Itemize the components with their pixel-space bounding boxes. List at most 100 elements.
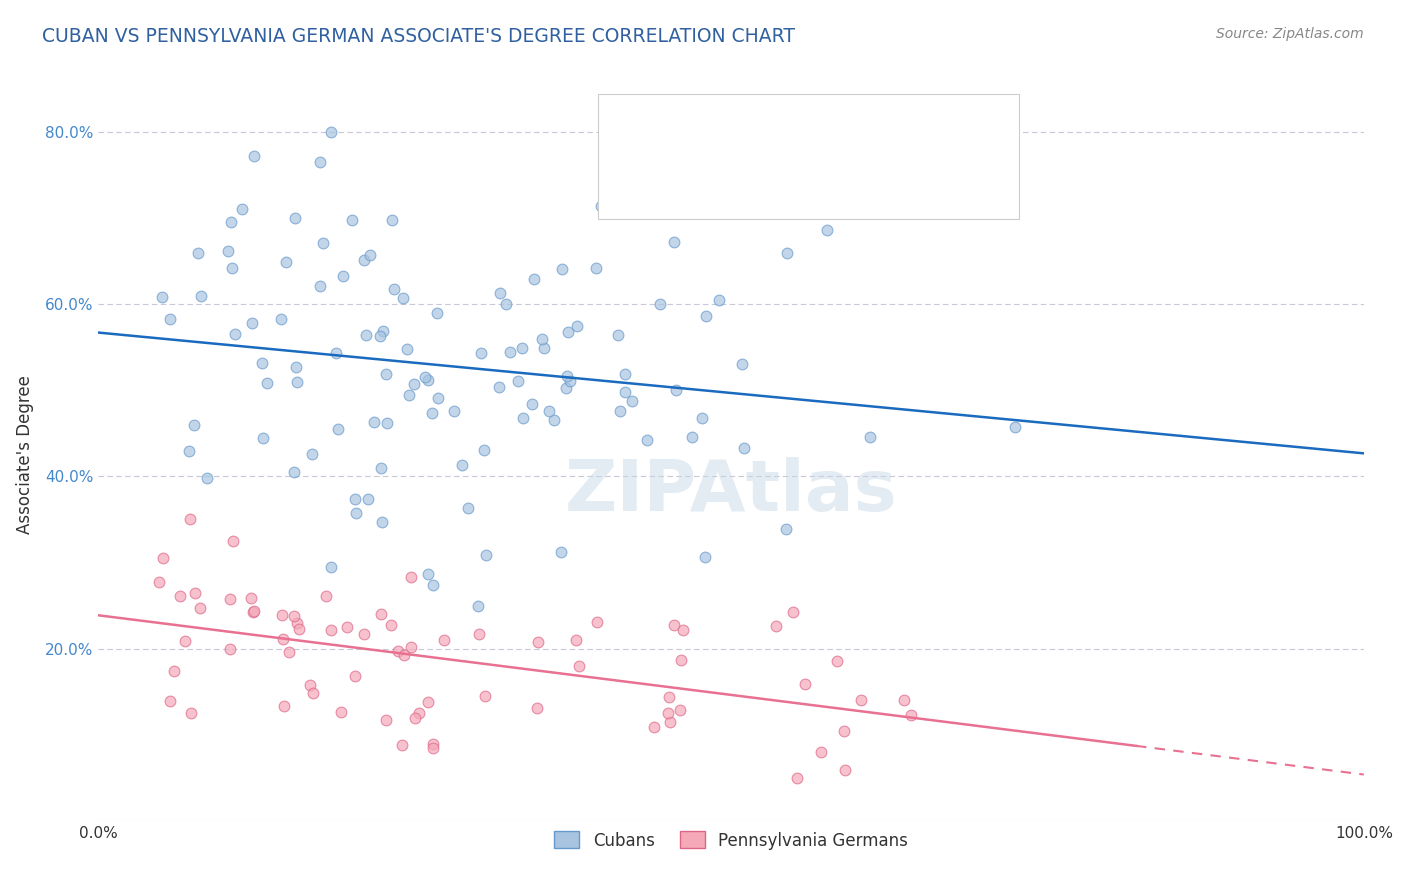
Point [443, 404, 465, 418]
Point [681, 430, 703, 444]
Point [219, 591, 242, 606]
Point [470, 346, 492, 360]
Point [825, 654, 848, 668]
Point [231, 202, 253, 216]
Point [354, 328, 377, 343]
Legend: Cubans, Pennsylvania Germans: Cubans, Pennsylvania Germans [548, 825, 914, 856]
Text: R =: R = [699, 178, 731, 193]
Point [782, 605, 804, 619]
Point [609, 404, 631, 418]
Point [900, 708, 922, 723]
Point [221, 534, 243, 549]
Point [148, 575, 170, 590]
Point [893, 693, 915, 707]
Text: -0.160: -0.160 [765, 125, 820, 139]
Point [643, 720, 665, 734]
Point [606, 328, 628, 343]
Point [474, 689, 496, 703]
Point [658, 714, 681, 729]
Point [243, 149, 266, 163]
Point [565, 633, 588, 648]
Point [620, 393, 643, 408]
Point [422, 740, 444, 755]
Point [731, 357, 754, 371]
Point [190, 289, 212, 303]
FancyBboxPatch shape [627, 113, 675, 151]
Point [472, 442, 495, 457]
Point [658, 690, 681, 705]
Text: N = 109: N = 109 [868, 125, 935, 139]
Point [550, 545, 572, 559]
Point [224, 326, 246, 341]
Point [159, 312, 181, 326]
Point [325, 346, 347, 360]
Point [815, 223, 838, 237]
Point [195, 471, 218, 485]
Point [664, 618, 686, 632]
Point [467, 599, 489, 613]
Point [392, 648, 415, 663]
Point [179, 512, 201, 526]
Point [832, 723, 855, 738]
Point [475, 548, 498, 562]
Point [370, 607, 392, 621]
Point [565, 319, 588, 334]
Point [399, 570, 422, 584]
Point [243, 604, 266, 618]
Point [387, 644, 409, 658]
Point [693, 550, 716, 565]
Point [270, 312, 292, 326]
Point [380, 617, 402, 632]
Point [368, 329, 391, 343]
Point [508, 374, 530, 388]
Point [284, 211, 307, 225]
Point [495, 296, 517, 310]
Point [422, 578, 444, 592]
Text: R =: R = [699, 125, 731, 139]
Point [285, 616, 308, 631]
Point [399, 640, 422, 654]
Point [422, 737, 444, 751]
Point [538, 404, 561, 418]
Point [433, 633, 456, 648]
Point [384, 283, 406, 297]
FancyBboxPatch shape [627, 167, 675, 204]
Point [344, 669, 367, 683]
Point [278, 645, 301, 659]
Point [375, 416, 398, 430]
Point [301, 447, 323, 461]
Point [392, 291, 415, 305]
Point [283, 609, 305, 624]
Point [163, 664, 186, 678]
Point [321, 125, 343, 139]
Point [240, 316, 263, 330]
Point [319, 624, 342, 638]
Point [299, 678, 322, 692]
Point [344, 506, 367, 520]
Point [591, 198, 613, 212]
Point [271, 632, 294, 647]
Point [184, 586, 207, 600]
Point [256, 376, 278, 391]
Point [775, 522, 797, 536]
Point [457, 501, 479, 516]
Point [374, 367, 396, 381]
Point [309, 155, 332, 169]
Point [512, 411, 534, 425]
Point [159, 694, 181, 708]
Point [363, 415, 385, 429]
Point [555, 368, 578, 383]
Point [650, 296, 672, 310]
Point [395, 343, 418, 357]
Point [834, 764, 856, 778]
Point [810, 746, 832, 760]
Point [418, 567, 440, 582]
Point [321, 560, 343, 574]
Point [398, 387, 420, 401]
Point [329, 705, 352, 719]
Point [357, 491, 380, 506]
Point [614, 385, 637, 400]
Point [285, 376, 308, 390]
Point [489, 285, 512, 300]
Point [413, 369, 436, 384]
